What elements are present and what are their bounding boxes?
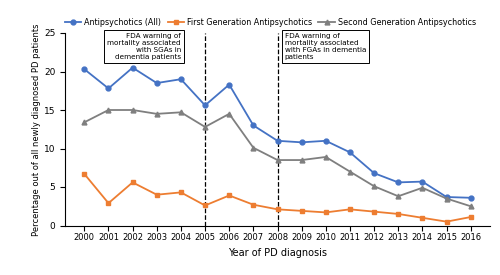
Second Generation Antipsychotics <box>298 158 304 162</box>
Second Generation Antipsychotics <box>130 108 136 112</box>
Antipsychotics (All) <box>106 87 112 90</box>
Antipsychotics (All) <box>395 181 401 184</box>
First Generation Antipsychotics <box>371 210 377 213</box>
First Generation Antipsychotics <box>395 212 401 216</box>
Second Generation Antipsychotics <box>395 195 401 198</box>
Line: First Generation Antipsychotics: First Generation Antipsychotics <box>82 172 473 224</box>
Antipsychotics (All) <box>250 124 256 127</box>
Line: Second Generation Antipsychotics: Second Generation Antipsychotics <box>82 108 473 209</box>
Second Generation Antipsychotics <box>347 170 353 173</box>
Antipsychotics (All) <box>468 196 473 199</box>
Second Generation Antipsychotics <box>82 121 87 124</box>
First Generation Antipsychotics <box>298 209 304 213</box>
First Generation Antipsychotics <box>130 181 136 184</box>
Antipsychotics (All) <box>420 180 426 183</box>
Antipsychotics (All) <box>82 68 87 71</box>
Antipsychotics (All) <box>444 195 450 199</box>
Second Generation Antipsychotics <box>106 108 112 112</box>
Second Generation Antipsychotics <box>323 155 329 159</box>
Antipsychotics (All) <box>371 172 377 175</box>
Line: Antipsychotics (All): Antipsychotics (All) <box>82 65 473 200</box>
Second Generation Antipsychotics <box>274 158 280 162</box>
First Generation Antipsychotics <box>202 204 208 207</box>
Text: FDA warning of
mortality associated
with FGAs in dementia
patients: FDA warning of mortality associated with… <box>284 33 366 60</box>
First Generation Antipsychotics <box>444 220 450 223</box>
Antipsychotics (All) <box>154 81 160 85</box>
Antipsychotics (All) <box>274 139 280 142</box>
Second Generation Antipsychotics <box>178 111 184 114</box>
Second Generation Antipsychotics <box>371 185 377 188</box>
First Generation Antipsychotics <box>323 211 329 214</box>
Second Generation Antipsychotics <box>226 112 232 115</box>
Second Generation Antipsychotics <box>250 146 256 149</box>
First Generation Antipsychotics <box>420 216 426 219</box>
First Generation Antipsychotics <box>106 202 112 205</box>
Antipsychotics (All) <box>347 151 353 154</box>
Legend: Antipsychotics (All), First Generation Antipsychotics, Second Generation Antipsy: Antipsychotics (All), First Generation A… <box>65 18 476 27</box>
Second Generation Antipsychotics <box>202 125 208 129</box>
First Generation Antipsychotics <box>178 191 184 194</box>
Y-axis label: Percentage out of all newly diagnosed PD patients: Percentage out of all newly diagnosed PD… <box>32 23 41 235</box>
First Generation Antipsychotics <box>274 208 280 211</box>
First Generation Antipsychotics <box>82 172 87 175</box>
First Generation Antipsychotics <box>250 203 256 206</box>
Antipsychotics (All) <box>226 83 232 86</box>
Antipsychotics (All) <box>202 104 208 107</box>
Second Generation Antipsychotics <box>444 197 450 200</box>
Antipsychotics (All) <box>178 78 184 81</box>
First Generation Antipsychotics <box>347 208 353 211</box>
Second Generation Antipsychotics <box>420 186 426 189</box>
Antipsychotics (All) <box>298 141 304 144</box>
First Generation Antipsychotics <box>226 194 232 197</box>
X-axis label: Year of PD diagnosis: Year of PD diagnosis <box>228 248 327 258</box>
Second Generation Antipsychotics <box>468 205 473 208</box>
Antipsychotics (All) <box>130 66 136 69</box>
Second Generation Antipsychotics <box>154 112 160 115</box>
Antipsychotics (All) <box>323 139 329 142</box>
First Generation Antipsychotics <box>154 193 160 196</box>
First Generation Antipsychotics <box>468 215 473 219</box>
Text: FDA warning of
mortality associated
with SGAs in
dementia patients: FDA warning of mortality associated with… <box>108 33 181 60</box>
